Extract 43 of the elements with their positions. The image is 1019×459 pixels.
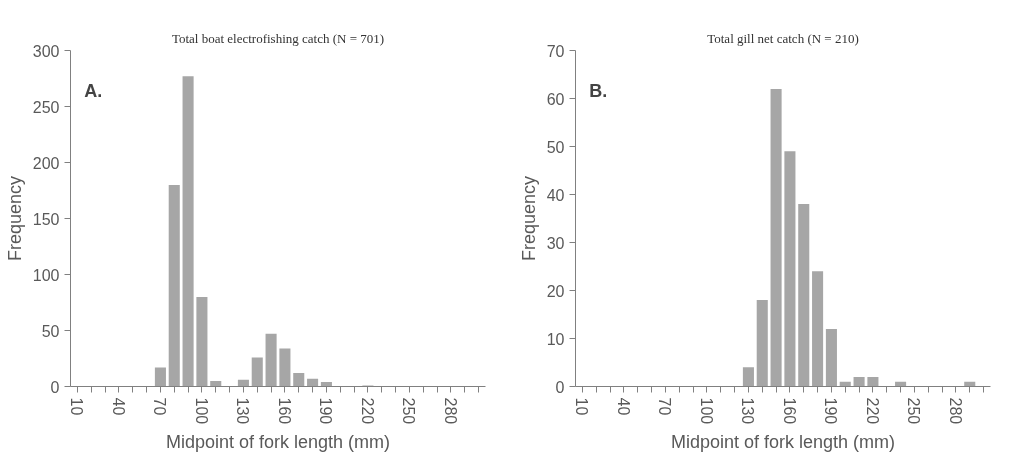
y-tick-label: 30: [546, 234, 565, 252]
y-tick-label: 0: [50, 378, 60, 396]
x-axis-title: Midpoint of fork length (mm): [670, 432, 896, 453]
x-tick-label: 10: [68, 397, 86, 416]
x-tick-label: 220: [863, 397, 881, 425]
y-tick-label: 50: [41, 322, 60, 340]
x-tick-label: 220: [358, 397, 376, 425]
y-tick-label: 100: [32, 266, 60, 284]
annotation: B.: [589, 80, 608, 101]
x-tick-label: 100: [192, 397, 210, 425]
y-tick-label: 10: [546, 330, 565, 348]
x-tick-label: 160: [275, 397, 293, 425]
y-tick-label: 0: [555, 378, 565, 396]
x-axis-title: Midpoint of fork length (mm): [165, 432, 391, 453]
x-tick-label: 250: [905, 397, 923, 425]
chart-title: Total gill net catch (N = 210): [707, 30, 859, 46]
annotation: A.: [84, 80, 103, 101]
y-tick-label: 70: [546, 42, 565, 60]
y-tick-label: 200: [32, 154, 60, 172]
y-tick-label: 150: [32, 210, 60, 228]
x-tick-label: 160: [780, 397, 798, 425]
x-tick-label: 190: [317, 397, 335, 425]
x-tick-label: 70: [656, 397, 674, 416]
x-tick-label: 40: [109, 397, 127, 416]
x-tick-label: 280: [946, 397, 964, 425]
x-tick-label: 130: [234, 397, 252, 425]
x-tick-label: 10: [573, 397, 591, 416]
y-axis-title: Frequency: [518, 175, 539, 262]
x-tick-label: 70: [151, 397, 169, 416]
x-tick-label: 250: [400, 397, 418, 425]
x-tick-label: 190: [822, 397, 840, 425]
x-tick-label: 280: [441, 397, 459, 425]
y-axis-title: Frequency: [4, 175, 25, 262]
x-tick-label: 100: [697, 397, 715, 425]
y-tick-label: 300: [32, 42, 60, 60]
x-tick-label: 130: [739, 397, 757, 425]
y-tick-label: 50: [546, 138, 565, 156]
chart-title: Total boat electrofishing catch (N = 701): [171, 30, 385, 46]
x-tick-label: 40: [614, 397, 632, 416]
y-tick-label: 250: [32, 98, 60, 116]
y-tick-label: 40: [546, 186, 565, 204]
y-tick-label: 20: [546, 282, 565, 300]
y-tick-label: 60: [546, 90, 565, 108]
